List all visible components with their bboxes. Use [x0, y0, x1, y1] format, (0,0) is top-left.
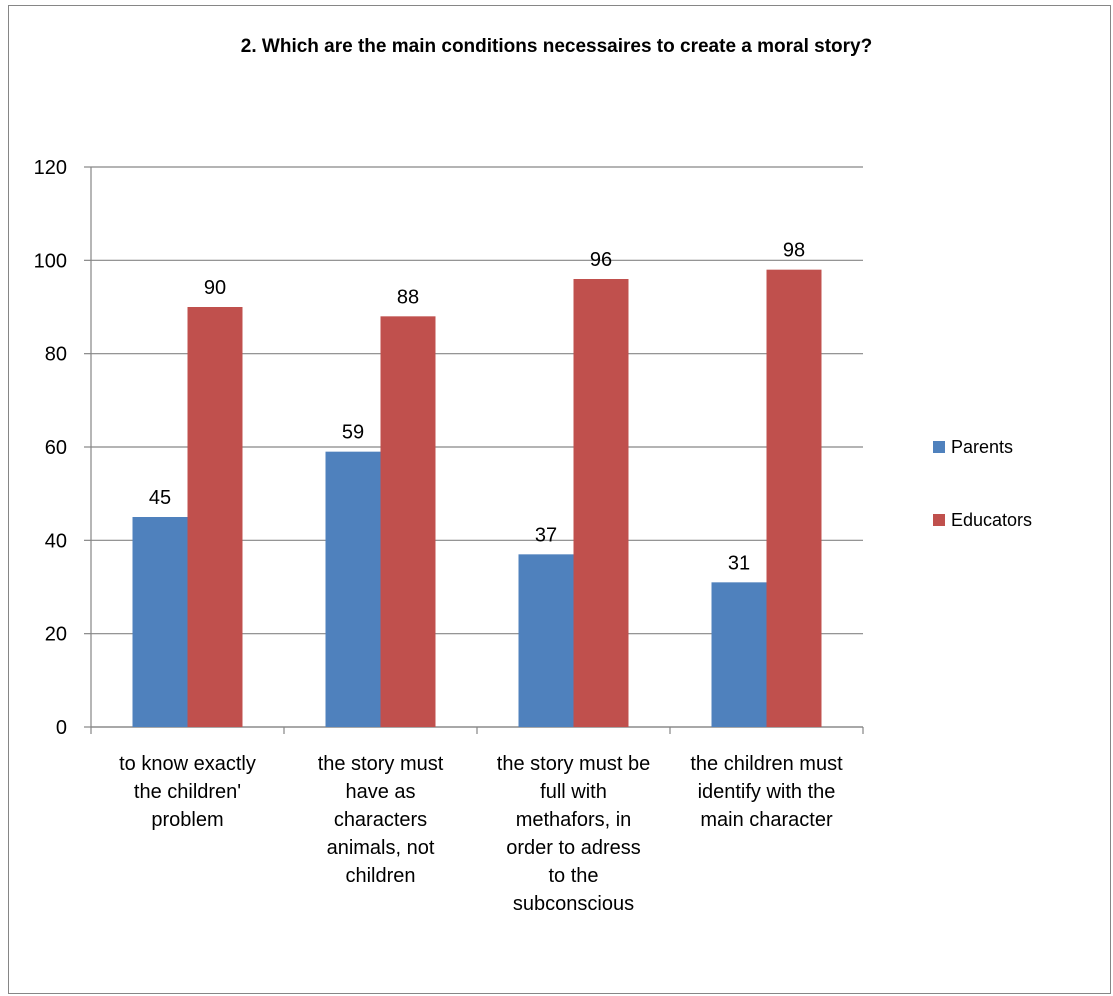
y-tick-label: 80	[45, 344, 67, 366]
category-label: subconscious	[513, 893, 634, 915]
legend-swatch-educators	[933, 514, 945, 526]
bar-parents-0	[132, 517, 188, 727]
category-label: characters	[334, 809, 427, 831]
data-label: 37	[535, 524, 557, 546]
category-label: have as	[345, 781, 415, 803]
data-label: 96	[590, 249, 612, 271]
bar-parents-1	[325, 451, 381, 727]
category-label: animals, not	[327, 837, 435, 859]
bar-educators-2	[573, 279, 629, 727]
data-label: 98	[783, 240, 805, 262]
y-tick-label: 120	[34, 157, 67, 179]
legend-swatch-parents	[933, 441, 945, 453]
bar-educators-1	[380, 316, 436, 727]
y-tick-label: 100	[34, 250, 67, 272]
data-label: 31	[728, 552, 750, 574]
legend-label: Educators	[951, 510, 1032, 530]
data-label: 45	[149, 487, 171, 509]
y-tick-label: 20	[45, 624, 67, 646]
y-tick-label: 60	[45, 437, 67, 459]
bar-parents-3	[711, 582, 767, 727]
category-label: the children'	[134, 781, 241, 803]
data-label: 59	[342, 422, 364, 444]
chart-title: 2. Which are the main conditions necessa…	[240, 36, 873, 57]
category-label: order to adress	[506, 837, 641, 859]
category-label: methafors, in	[516, 809, 632, 831]
category-label: to the	[548, 865, 598, 887]
category-label: the children must	[690, 753, 843, 775]
y-tick-label: 0	[56, 717, 67, 739]
bar-parents-2	[518, 554, 574, 727]
category-label: children	[345, 865, 415, 887]
y-tick-label: 40	[45, 530, 67, 552]
category-label: full with	[540, 781, 607, 803]
category-label: the story must be	[497, 753, 650, 775]
category-label: to know exactly	[119, 753, 256, 775]
category-label: main character	[700, 809, 833, 831]
bar-educators-0	[187, 307, 243, 727]
bar-educators-3	[766, 269, 822, 727]
category-label: the story must	[318, 753, 444, 775]
data-label: 90	[204, 277, 226, 299]
category-label: identify with the	[698, 781, 836, 803]
legend-label: Parents	[951, 437, 1013, 457]
data-label: 88	[397, 286, 419, 308]
category-label: problem	[151, 809, 223, 831]
